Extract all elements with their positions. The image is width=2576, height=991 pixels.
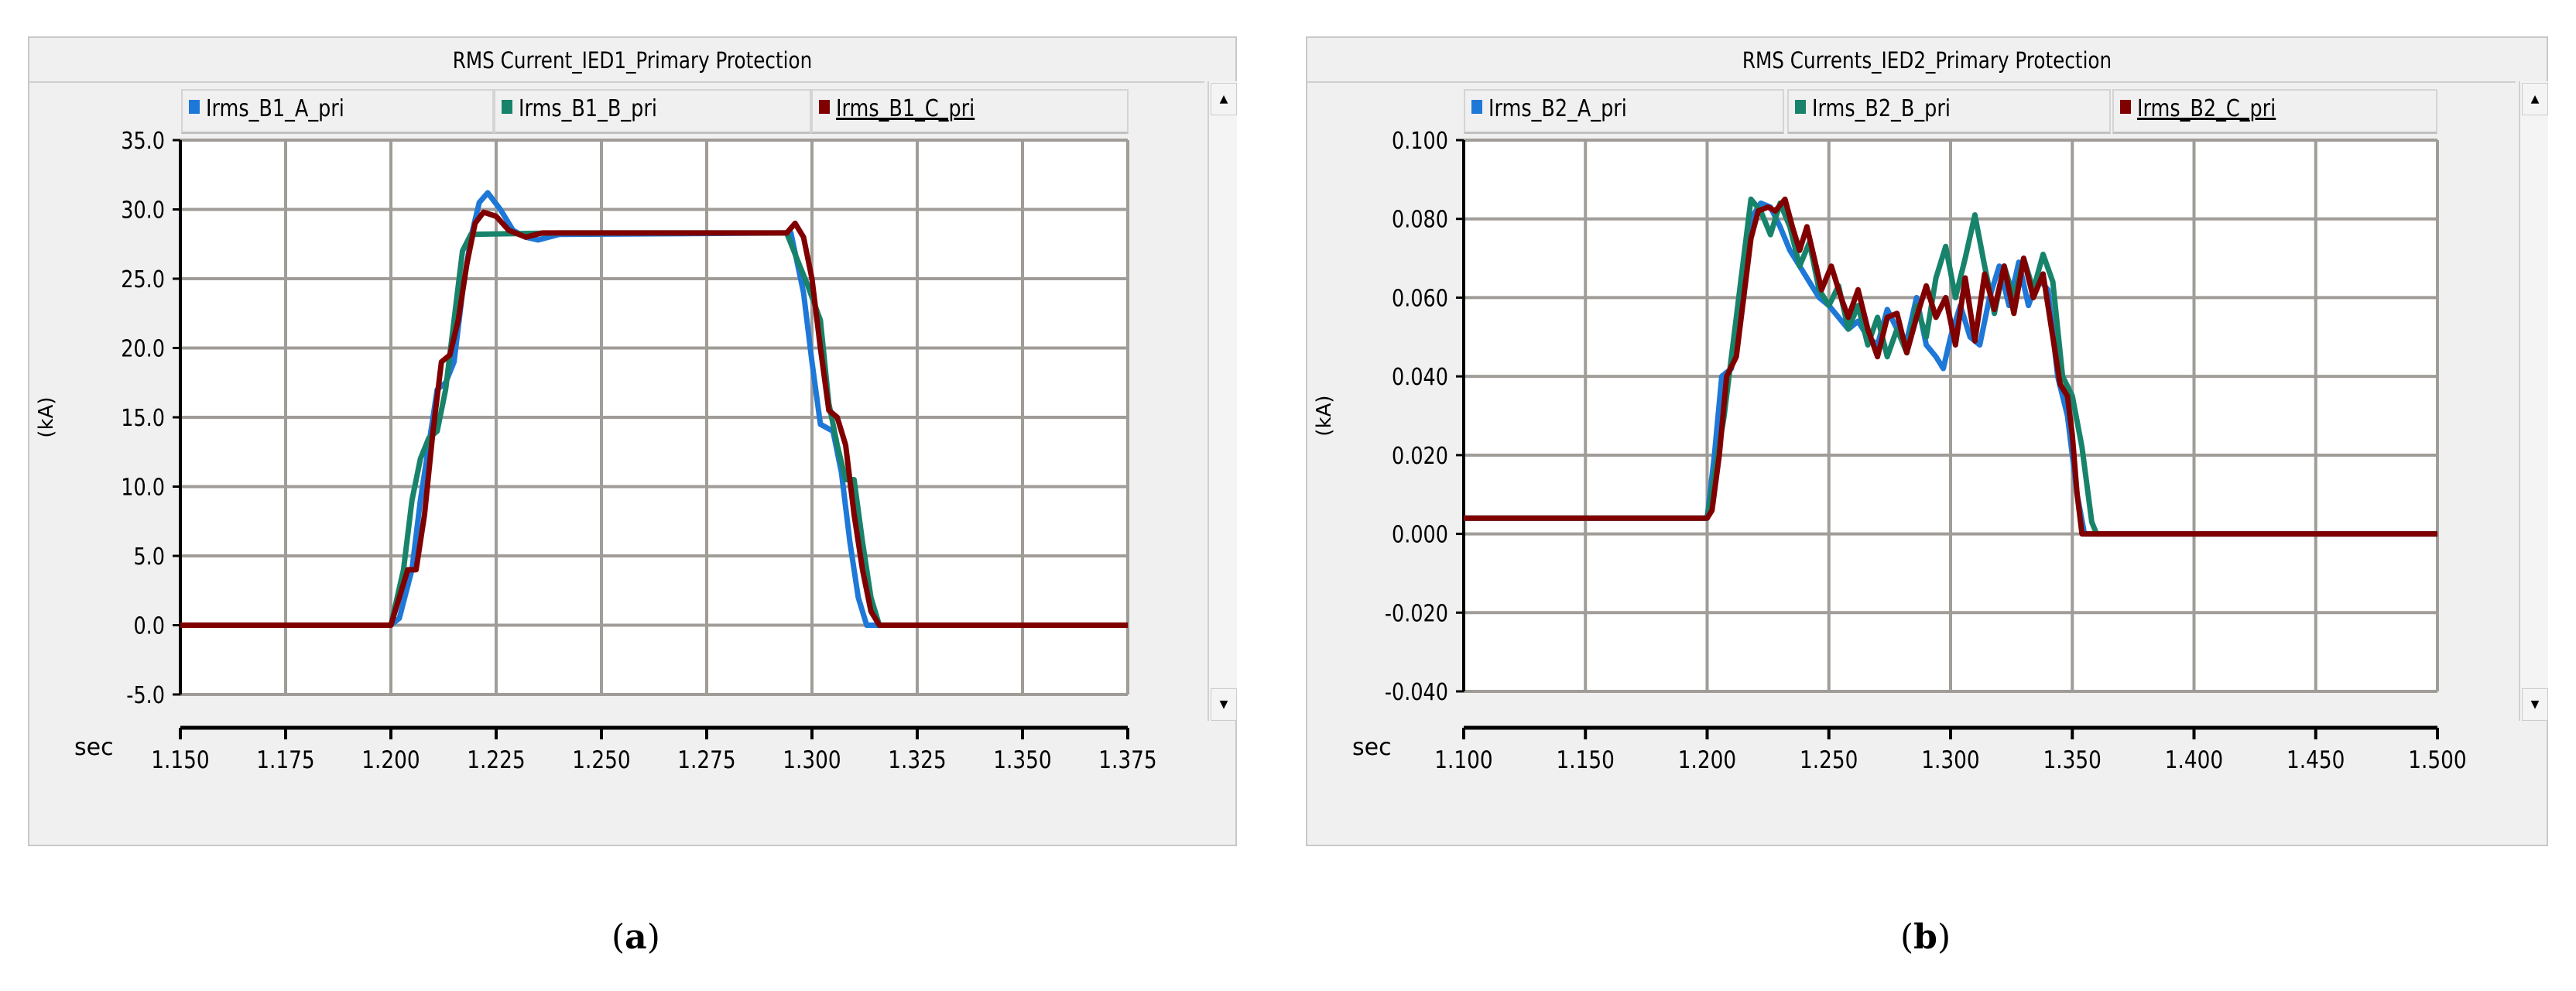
y-tick-label: -5.0 (126, 681, 165, 709)
y-tick-label: -0.020 (1385, 599, 1448, 627)
y-tick-label: 25.0 (121, 266, 165, 293)
legend-item-b[interactable]: Irms_B2_B_pri (1787, 89, 2111, 134)
legend-label: Irms_B1_C_pri (836, 95, 975, 122)
x-tick-label: 1.275 (677, 746, 735, 774)
caption-a: (a) (611, 917, 660, 957)
y-tick-label: 0.040 (1392, 363, 1448, 391)
legend-item-a[interactable]: Irms_B1_A_pri (181, 89, 494, 134)
series-line-Irms_B1_C_pri (180, 209, 1128, 628)
legend-item-c[interactable]: Irms_B1_C_pri (811, 89, 1129, 134)
y-tick-label: 30.0 (121, 196, 165, 224)
x-tick-label: 1.150 (151, 746, 209, 774)
caption-letter: b (1913, 917, 1937, 957)
legend-label: Irms_B1_B_pri (519, 95, 657, 122)
x-tick-label: 1.450 (2287, 746, 2345, 774)
legend-swatch (189, 100, 200, 114)
x-tick-label: 1.250 (572, 746, 630, 774)
chart-title: RMS Current_IED1_Primary Protection (452, 47, 813, 74)
vertical-scrollbar[interactable]: ▲ ▼ (2519, 81, 2548, 721)
divider (1307, 81, 2516, 83)
y-tick-label: 0.060 (1392, 284, 1448, 312)
legend-label: Irms_B2_A_pri (1488, 95, 1627, 122)
x-tick-label: 1.175 (256, 746, 314, 774)
legend-item-c[interactable]: Irms_B2_C_pri (2112, 89, 2437, 134)
y-tick-label: 0.100 (1392, 127, 1448, 155)
x-axis-label: sec (1352, 734, 1392, 761)
y-axis-label: (kA) (1313, 395, 1336, 436)
x-tick-label: 1.325 (888, 746, 946, 774)
legend-item-a[interactable]: Irms_B2_A_pri (1464, 89, 1784, 134)
x-tick-label: 1.200 (361, 746, 420, 774)
y-tick-label: -0.040 (1385, 678, 1448, 706)
scroll-up-button[interactable]: ▲ (1211, 83, 1237, 115)
y-tick-label: 0.080 (1392, 206, 1448, 234)
divider (29, 81, 1204, 83)
legend-swatch (819, 100, 830, 114)
y-tick-label: 35.0 (121, 127, 165, 155)
legend-swatch (2120, 100, 2131, 114)
y-tick-label: 5.0 (133, 543, 165, 571)
y-tick-label: 0.020 (1392, 442, 1448, 470)
x-tick-label: 1.300 (1921, 746, 1979, 774)
legend-item-b[interactable]: Irms_B1_B_pri (494, 89, 811, 134)
x-tick-label: 1.200 (1678, 746, 1736, 774)
x-tick-label: 1.300 (783, 746, 841, 774)
legend-swatch (1795, 100, 1806, 114)
x-tick-label: 1.500 (2408, 746, 2466, 774)
scroll-down-button[interactable]: ▼ (2522, 688, 2548, 721)
legend-label: Irms_B1_A_pri (206, 95, 344, 122)
y-tick-label: 10.0 (121, 473, 165, 501)
y-tick-label: 15.0 (121, 404, 165, 432)
x-tick-label: 1.100 (1434, 746, 1492, 774)
x-tick-label: 1.400 (2165, 746, 2223, 774)
vertical-scrollbar[interactable]: ▲ ▼ (1208, 81, 1237, 721)
scroll-up-button[interactable]: ▲ (2522, 83, 2548, 115)
x-tick-label: 1.150 (1557, 746, 1615, 774)
x-tick-label: 1.250 (1800, 746, 1858, 774)
y-axis-label: (kA) (35, 396, 58, 437)
legend-label: Irms_B2_C_pri (2137, 95, 2276, 122)
legend-label: Irms_B2_B_pri (1812, 95, 1951, 122)
y-tick-label: 20.0 (121, 334, 165, 362)
series-line-Irms_B2_C_pri (1464, 196, 2437, 537)
y-tick-label: 0.000 (1392, 521, 1448, 549)
x-axis-label: sec (74, 734, 114, 761)
chart-title: RMS Currents_IED2_Primary Protection (1742, 47, 2112, 74)
x-tick-label: 1.225 (467, 746, 525, 774)
legend-swatch (502, 100, 512, 114)
x-tick-label: 1.350 (993, 746, 1051, 774)
x-tick-label: 1.375 (1098, 746, 1156, 774)
scroll-down-button[interactable]: ▼ (1211, 688, 1237, 721)
caption-letter: a (625, 917, 647, 957)
y-tick-label: 0.0 (133, 612, 165, 640)
caption-b: (b) (1900, 917, 1951, 957)
legend-swatch (1471, 100, 1482, 114)
x-tick-label: 1.350 (2043, 746, 2102, 774)
